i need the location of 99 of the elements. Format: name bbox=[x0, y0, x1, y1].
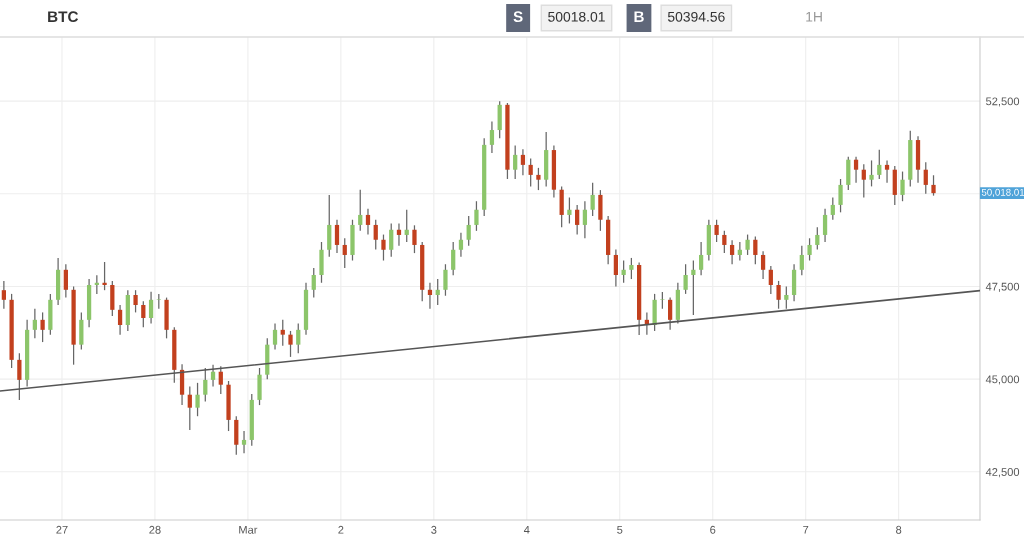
candlestick bbox=[404, 209, 409, 243]
x-tick-label: 6 bbox=[710, 525, 716, 534]
candlestick bbox=[280, 319, 285, 347]
text: S bbox=[513, 11, 523, 23]
candlestick bbox=[784, 285, 789, 310]
x-tick-label: 2 bbox=[338, 525, 344, 534]
candlestick bbox=[458, 232, 464, 258]
candlestick bbox=[218, 365, 223, 395]
candlestick bbox=[117, 304, 123, 336]
y-tick-label: 47,500 bbox=[985, 282, 1020, 292]
candlestick bbox=[667, 296, 673, 331]
candlestick bbox=[203, 367, 208, 403]
candlestick bbox=[807, 237, 812, 262]
candlestick bbox=[334, 219, 340, 254]
candlestick bbox=[373, 219, 378, 251]
candlestick bbox=[210, 364, 216, 388]
candlestick bbox=[195, 382, 200, 417]
x-tick-label: 4 bbox=[523, 525, 530, 534]
candlestick bbox=[474, 200, 479, 232]
candlestick bbox=[822, 208, 828, 243]
candlestick bbox=[861, 163, 866, 199]
candlestick bbox=[753, 235, 758, 265]
candlestick bbox=[296, 322, 301, 354]
x-tick-label: 27 bbox=[56, 525, 68, 534]
candlestick bbox=[900, 170, 905, 202]
candlestick bbox=[760, 250, 766, 280]
candlestick bbox=[1, 280, 6, 310]
candlestick bbox=[148, 291, 154, 325]
candlestick bbox=[582, 200, 588, 239]
candlestick bbox=[877, 149, 882, 180]
text: 50,018.01 bbox=[981, 188, 1024, 197]
candlestick bbox=[427, 282, 433, 310]
x-tick-label: 7 bbox=[803, 525, 809, 534]
text: BTC bbox=[48, 11, 79, 23]
candlestick bbox=[451, 241, 456, 276]
candlestick bbox=[838, 178, 843, 213]
candlestick bbox=[513, 144, 518, 180]
candlestick bbox=[853, 156, 859, 184]
candlestick bbox=[133, 289, 138, 314]
candlestick bbox=[884, 159, 890, 184]
candlestick bbox=[776, 280, 781, 310]
candlestick bbox=[396, 222, 402, 247]
candlestick bbox=[931, 174, 936, 197]
candlestick bbox=[768, 265, 773, 295]
candlestick bbox=[629, 257, 634, 280]
x-tick-label: Mar bbox=[239, 525, 258, 534]
candlestick bbox=[575, 204, 580, 236]
candlestick bbox=[63, 263, 68, 299]
candlestick bbox=[365, 208, 371, 236]
candlestick bbox=[567, 196, 572, 225]
y-tick-label: 52,500 bbox=[986, 97, 1020, 107]
candlestick bbox=[698, 241, 704, 276]
candlestick bbox=[745, 233, 750, 256]
y-tick-label: 42,500 bbox=[985, 468, 1020, 478]
candlestick bbox=[830, 196, 835, 221]
candlestick bbox=[536, 167, 541, 191]
candlestick bbox=[102, 261, 107, 291]
candlestick bbox=[683, 263, 688, 295]
candlestick bbox=[435, 278, 440, 306]
candlestick bbox=[40, 311, 45, 343]
x-tick-label: 28 bbox=[149, 525, 161, 534]
candlestick bbox=[528, 157, 533, 188]
candlestick bbox=[342, 237, 347, 269]
candlestick bbox=[389, 222, 394, 258]
text: 50018.01 bbox=[548, 11, 605, 22]
y-tick-label: 45,000 bbox=[985, 375, 1020, 385]
candlestick bbox=[241, 430, 247, 454]
candlestick bbox=[815, 226, 820, 251]
candlestick bbox=[714, 219, 719, 243]
candlestick bbox=[737, 241, 742, 262]
candlestick bbox=[272, 322, 278, 351]
candlestick bbox=[729, 239, 735, 265]
candlestick bbox=[590, 182, 595, 217]
candlestick bbox=[799, 245, 804, 276]
candlestick bbox=[923, 161, 928, 195]
x-tick-label: 5 bbox=[617, 525, 623, 534]
x-tick-label: 3 bbox=[431, 525, 437, 534]
candlestick bbox=[613, 248, 619, 288]
candlestick bbox=[187, 385, 192, 431]
candlestick bbox=[520, 148, 526, 176]
candlestick bbox=[443, 263, 448, 297]
x-tick-label: 8 bbox=[896, 525, 902, 534]
candlestick bbox=[466, 215, 471, 247]
candlestick bbox=[412, 224, 417, 254]
candlestick bbox=[722, 230, 727, 254]
candlestick bbox=[691, 259, 696, 316]
candlestick bbox=[311, 267, 316, 299]
candlestick bbox=[358, 189, 363, 232]
candlestick bbox=[32, 308, 37, 339]
text: 50394.56 bbox=[667, 11, 725, 22]
text: 1H bbox=[806, 12, 822, 22]
candlestick bbox=[869, 159, 874, 188]
candlestick bbox=[17, 352, 22, 401]
candlestick bbox=[288, 330, 293, 358]
candlestick bbox=[141, 300, 146, 328]
candlestick bbox=[621, 259, 626, 284]
candlestick bbox=[381, 233, 386, 262]
text: B bbox=[634, 11, 644, 22]
candlestick bbox=[489, 120, 495, 154]
